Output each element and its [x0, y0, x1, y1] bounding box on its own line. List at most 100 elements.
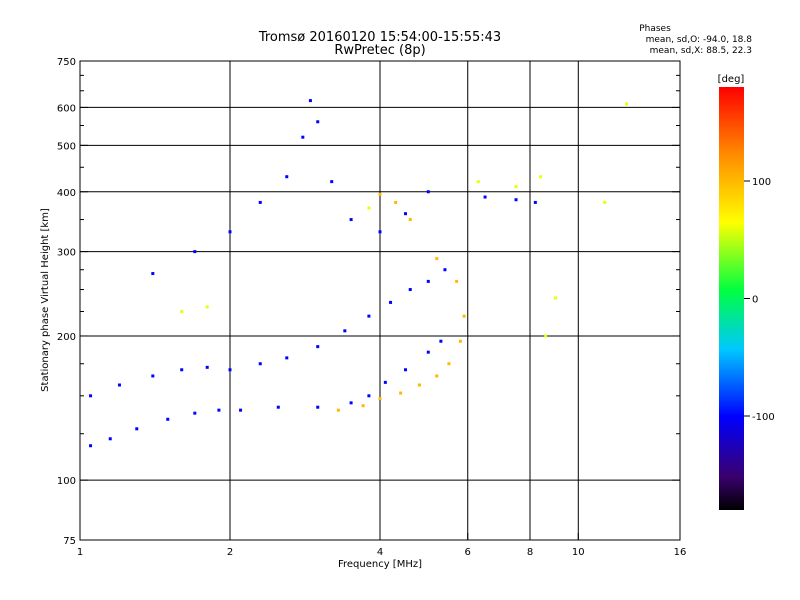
data-point — [426, 350, 430, 354]
data-point — [193, 411, 197, 415]
x-tick-label: 2 — [227, 547, 233, 558]
data-point — [514, 185, 518, 189]
data-point — [308, 99, 312, 103]
data-point — [367, 394, 371, 398]
data-point — [301, 135, 305, 139]
chart-title: Tromsø 20160120 15:54:00-15:55:43 — [258, 30, 501, 45]
colorbar-tick-label: -100 — [752, 412, 775, 423]
y-tick-label: 600 — [57, 103, 76, 114]
data-point — [343, 329, 347, 333]
data-point — [403, 368, 407, 372]
y-tick-label: 200 — [57, 332, 76, 343]
y-tick-label: 500 — [57, 141, 76, 152]
colorbar — [719, 87, 744, 510]
x-tick-label: 6 — [465, 547, 471, 558]
data-point — [316, 120, 320, 124]
data-point — [394, 200, 398, 204]
data-point — [439, 339, 443, 343]
data-point — [625, 102, 629, 106]
data-point — [367, 314, 371, 318]
plot-area: 1 2 4 6 8 10 16 75 100 200 300 400 500 600 750 — [57, 57, 686, 558]
x-tick-label: 4 — [377, 547, 383, 558]
data-point — [476, 180, 480, 184]
data-point — [166, 417, 170, 421]
data-point — [514, 198, 518, 202]
x-tick-label: 16 — [674, 547, 687, 558]
y-axis-ticks: 75 100 200 300 400 500 600 750 — [57, 57, 680, 547]
data-point — [135, 427, 139, 431]
info-heading: Phases — [639, 24, 671, 34]
data-point — [544, 334, 548, 338]
y-tick-label: 100 — [57, 476, 76, 487]
colorbar-tick-label: 0 — [752, 295, 758, 306]
colorbar-ticks: -100 0 100 — [744, 177, 775, 423]
data-point — [180, 309, 184, 313]
data-point — [455, 279, 459, 283]
x-axis-ticks: 1 2 4 6 8 10 16 — [77, 533, 687, 558]
data-point — [193, 250, 197, 254]
colorbar-tick-label: 100 — [752, 177, 771, 188]
data-point — [316, 405, 320, 409]
data-points — [89, 99, 629, 448]
data-point — [316, 345, 320, 349]
y-tick-label: 300 — [57, 248, 76, 259]
data-point — [553, 296, 557, 300]
grid-lines — [80, 61, 680, 540]
data-point — [533, 200, 537, 204]
data-point — [205, 305, 209, 309]
data-point — [228, 230, 232, 234]
x-tick-label: 8 — [527, 547, 533, 558]
info-line-x: mean, sd,X: 88.5, 22.3 — [650, 46, 752, 56]
data-point — [378, 397, 382, 401]
data-point — [117, 383, 121, 387]
y-tick-label: 400 — [57, 188, 76, 199]
colorbar-label: [deg] — [718, 74, 745, 85]
data-point — [458, 339, 462, 343]
data-point — [285, 356, 289, 360]
data-point — [378, 192, 382, 196]
data-point — [285, 175, 289, 179]
data-point — [367, 206, 371, 210]
data-point — [89, 394, 93, 398]
data-point — [426, 279, 430, 283]
data-point — [151, 374, 155, 378]
data-point — [403, 212, 407, 216]
data-point — [349, 401, 353, 405]
y-axis-label: Stationary phase Virtual Height [km] — [40, 208, 51, 392]
data-point — [462, 314, 466, 318]
data-point — [151, 272, 155, 276]
data-point — [426, 190, 430, 194]
data-point — [447, 362, 451, 366]
data-point — [228, 368, 232, 372]
x-tick-label: 10 — [572, 547, 585, 558]
data-point — [383, 380, 387, 384]
data-point — [239, 408, 243, 412]
data-point — [408, 218, 412, 222]
data-point — [336, 408, 340, 412]
x-axis-label: Frequency [MHz] — [338, 559, 422, 570]
data-point — [399, 391, 403, 395]
data-point — [443, 268, 447, 272]
data-point — [435, 257, 439, 261]
data-point — [89, 444, 93, 448]
data-point — [349, 218, 353, 222]
x-tick-label: 1 — [77, 547, 83, 558]
data-point — [539, 175, 543, 179]
data-point — [258, 200, 262, 204]
data-point — [361, 404, 365, 408]
data-point — [417, 383, 421, 387]
data-point — [435, 374, 439, 378]
data-point — [276, 405, 280, 409]
data-point — [408, 288, 412, 292]
info-line-o: mean, sd,O: -94.0, 18.8 — [646, 35, 753, 45]
data-point — [258, 362, 262, 366]
data-point — [330, 180, 334, 184]
y-tick-label: 750 — [57, 57, 76, 68]
y-tick-label: 75 — [63, 536, 76, 547]
data-point — [483, 195, 487, 199]
chart-subtitle: RwPretec (8p) — [334, 43, 425, 58]
data-point — [603, 200, 607, 204]
data-point — [205, 365, 209, 369]
data-point — [217, 408, 221, 412]
